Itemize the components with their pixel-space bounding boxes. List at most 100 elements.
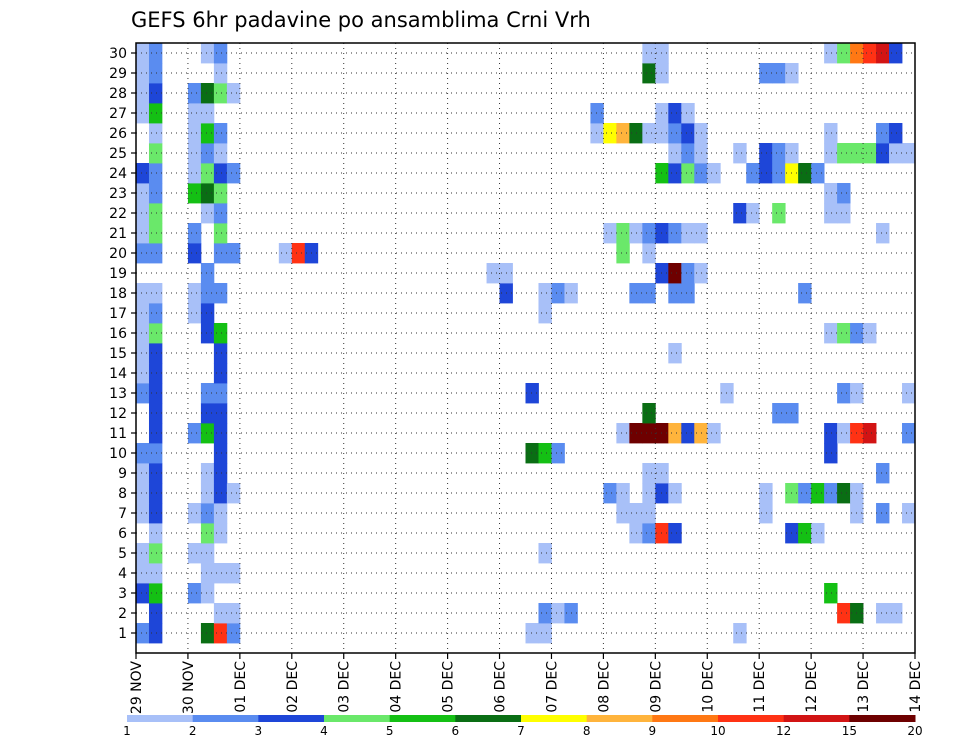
y-tick-label: 24 bbox=[109, 166, 127, 182]
heatmap-cell bbox=[200, 143, 215, 164]
heatmap-cell bbox=[798, 163, 812, 184]
heatmap-cell bbox=[642, 223, 656, 244]
heatmap-cell bbox=[148, 583, 163, 604]
heatmap-cell bbox=[226, 623, 241, 644]
heatmap-cell bbox=[551, 443, 565, 464]
heatmap-cell bbox=[148, 203, 163, 224]
heatmap-cell bbox=[213, 343, 228, 364]
heatmap-cell bbox=[136, 363, 150, 384]
heatmap-cell bbox=[707, 423, 721, 444]
heatmap-cell bbox=[668, 483, 682, 504]
heatmap-cell bbox=[655, 103, 669, 124]
heatmap-cell bbox=[213, 83, 228, 104]
heatmap-cell bbox=[655, 43, 669, 64]
heatmap-cell bbox=[772, 63, 786, 84]
heatmap-cell bbox=[668, 103, 682, 124]
heatmap-cell bbox=[148, 143, 163, 164]
heatmap-cell bbox=[200, 583, 215, 604]
heatmap-cell bbox=[694, 423, 708, 444]
heatmap-cell bbox=[213, 463, 228, 484]
colorbar-label: 2 bbox=[189, 724, 197, 738]
colorbar-swatch bbox=[652, 715, 719, 722]
heatmap-cell bbox=[200, 283, 215, 304]
heatmap-cell bbox=[136, 383, 150, 404]
heatmap-cell bbox=[889, 143, 903, 164]
heatmap-cell bbox=[200, 263, 215, 284]
heatmap-cell bbox=[148, 223, 163, 244]
y-tick-label: 30 bbox=[109, 46, 127, 62]
y-tick-label: 29 bbox=[109, 66, 127, 82]
heatmap-cell bbox=[187, 543, 202, 564]
heatmap-cell bbox=[136, 503, 150, 524]
x-axis-ticks: 29 NOV 30 NOV 01 DEC 02 DEC 03 DEC 04 DEC 05 D… bbox=[129, 653, 924, 714]
heatmap-cell bbox=[200, 123, 215, 144]
heatmap-cell bbox=[213, 523, 228, 544]
heatmap-cell bbox=[213, 163, 228, 184]
heatmap-cell bbox=[226, 563, 241, 584]
y-tick-label: 1 bbox=[118, 626, 127, 642]
heatmap-cell bbox=[187, 303, 202, 324]
heatmap-cell bbox=[824, 443, 838, 464]
heatmap-cell bbox=[668, 143, 682, 164]
colorbar-swatch bbox=[455, 715, 522, 722]
heatmap-cell bbox=[668, 523, 682, 544]
heatmap-cell bbox=[200, 163, 215, 184]
heatmap-cell bbox=[902, 383, 916, 404]
heatmap-cell bbox=[863, 43, 877, 64]
heatmap-cell bbox=[603, 483, 617, 504]
y-tick-label: 27 bbox=[109, 106, 127, 122]
heatmap-cell bbox=[837, 483, 851, 504]
heatmap-cell bbox=[694, 163, 708, 184]
heatmap-cell bbox=[655, 223, 669, 244]
colorbar-label: 15 bbox=[842, 724, 857, 738]
heatmap-cell bbox=[837, 423, 851, 444]
x-tick-label: 03 DEC bbox=[337, 661, 353, 713]
colorbar-swatch bbox=[849, 715, 916, 722]
heatmap-cell bbox=[148, 243, 163, 264]
heatmap-cell bbox=[538, 283, 552, 304]
heatmap-cell bbox=[837, 603, 851, 624]
heatmap-cell bbox=[213, 423, 228, 444]
heatmap-cell bbox=[603, 123, 617, 144]
heatmap-cell bbox=[824, 323, 838, 344]
y-tick-label: 28 bbox=[109, 86, 127, 102]
heatmap-cell bbox=[148, 523, 163, 544]
heatmap-cell bbox=[798, 283, 812, 304]
heatmap-cell bbox=[655, 63, 669, 84]
heatmap-cell bbox=[863, 423, 877, 444]
heatmap-cell bbox=[187, 283, 202, 304]
heatmap-cell bbox=[811, 523, 825, 544]
heatmap-cell bbox=[824, 483, 838, 504]
colorbar-label: 10 bbox=[710, 724, 725, 738]
heatmap-cell bbox=[642, 463, 656, 484]
heatmap-cell bbox=[759, 143, 773, 164]
heatmap-cell bbox=[226, 243, 241, 264]
heatmap-cell bbox=[136, 283, 150, 304]
colorbar-label: 4 bbox=[320, 724, 328, 738]
heatmap-cell bbox=[148, 343, 163, 364]
y-tick-label: 5 bbox=[118, 546, 127, 562]
heatmap-cell bbox=[213, 563, 228, 584]
y-tick-label: 2 bbox=[118, 606, 127, 622]
heatmap-cell bbox=[694, 143, 708, 164]
heatmap-cell bbox=[226, 83, 241, 104]
heatmap-cell bbox=[876, 223, 890, 244]
heatmap-cell bbox=[200, 383, 215, 404]
heatmap-cell bbox=[148, 443, 163, 464]
y-tick-label: 14 bbox=[109, 366, 127, 382]
heatmap-cell bbox=[148, 463, 163, 484]
heatmap-cell bbox=[668, 123, 682, 144]
heatmap-cell bbox=[148, 283, 163, 304]
heatmap-cell bbox=[811, 483, 825, 504]
y-tick-label: 19 bbox=[109, 266, 127, 282]
heatmap-cell bbox=[538, 603, 552, 624]
y-tick-label: 12 bbox=[109, 406, 127, 422]
heatmap-cell bbox=[136, 83, 150, 104]
heatmap-cell bbox=[200, 563, 215, 584]
heatmap-cell bbox=[746, 163, 760, 184]
heatmap-cell bbox=[876, 123, 890, 144]
heatmap-cell bbox=[226, 163, 241, 184]
colorbar-swatch bbox=[521, 715, 588, 722]
heatmap-cell bbox=[213, 443, 228, 464]
heatmap-cell bbox=[486, 263, 500, 284]
